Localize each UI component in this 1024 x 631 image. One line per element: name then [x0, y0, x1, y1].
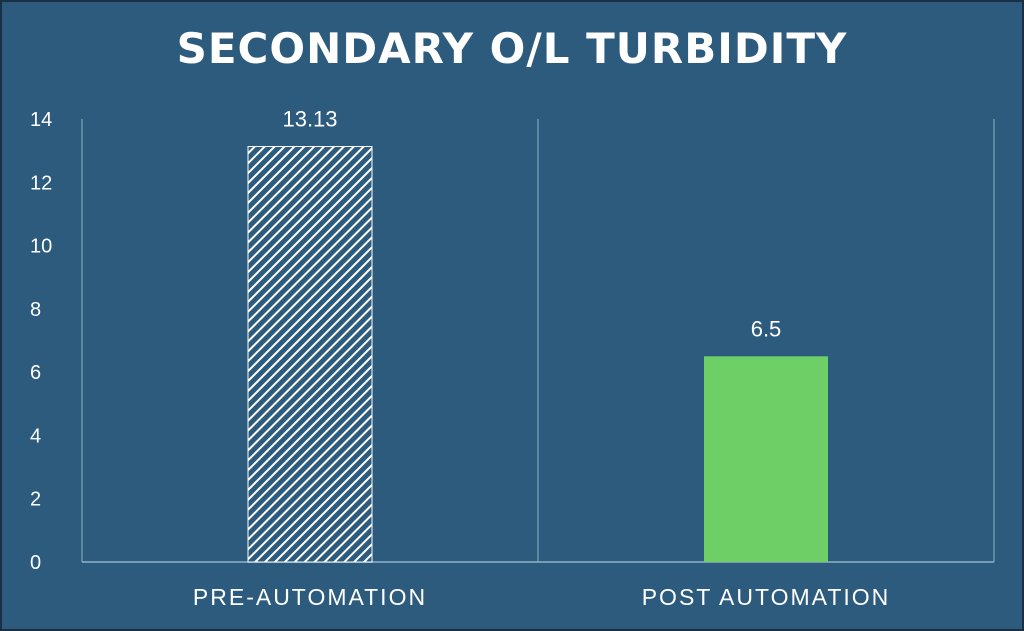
axes [81, 119, 995, 563]
y-tick-label: 10 [30, 236, 52, 258]
chart-title: SECONDARY O/L TURBIDITY [176, 24, 848, 73]
y-tick-label: 14 [30, 109, 52, 131]
y-tick-label: 4 [30, 425, 41, 447]
data-label: 6.5 [751, 316, 782, 341]
y-tick-label: 12 [30, 172, 52, 194]
labels: 0 2 4 6 8 10 12 14 13.13 PRE-AUTOMATION 6.5 POST AU… [30, 107, 891, 610]
y-tick-label: 0 [30, 552, 41, 574]
bars [247, 146, 828, 563]
bar-2 [704, 356, 828, 562]
data-label: 13.13 [282, 107, 337, 132]
y-tick-label: 2 [30, 489, 41, 511]
bar-1 [247, 146, 373, 563]
y-tick-label: 6 [30, 362, 41, 384]
x-category-label: POST AUTOMATION [642, 584, 891, 610]
x-category-label: PRE-AUTOMATION [193, 584, 427, 610]
y-tick-label: 8 [30, 299, 41, 321]
